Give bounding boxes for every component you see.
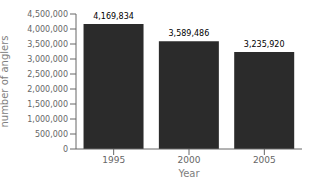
svg-text:0: 0 — [63, 145, 68, 154]
svg-text:Year: Year — [177, 168, 200, 179]
svg-text:1,000,000: 1,000,000 — [27, 115, 68, 124]
svg-text:3,589,486: 3,589,486 — [169, 29, 210, 38]
svg-text:2,000,000: 2,000,000 — [27, 85, 68, 94]
svg-text:1,500,000: 1,500,000 — [27, 100, 68, 109]
svg-text:number of anglers: number of anglers — [8, 35, 10, 127]
svg-text:2000: 2000 — [178, 155, 201, 165]
svg-text:4,000,000: 4,000,000 — [27, 25, 68, 34]
svg-text:500,000: 500,000 — [35, 130, 68, 139]
svg-text:1995: 1995 — [102, 155, 125, 165]
svg-text:2,500,000: 2,500,000 — [27, 70, 68, 79]
svg-text:2005: 2005 — [253, 155, 276, 165]
svg-text:4,169,834: 4,169,834 — [93, 12, 134, 21]
svg-text:4,500,000: 4,500,000 — [27, 10, 68, 19]
svg-text:3,000,000: 3,000,000 — [27, 55, 68, 64]
svg-text:3,235,920: 3,235,920 — [244, 40, 285, 49]
svg-text:3,500,000: 3,500,000 — [27, 40, 68, 49]
